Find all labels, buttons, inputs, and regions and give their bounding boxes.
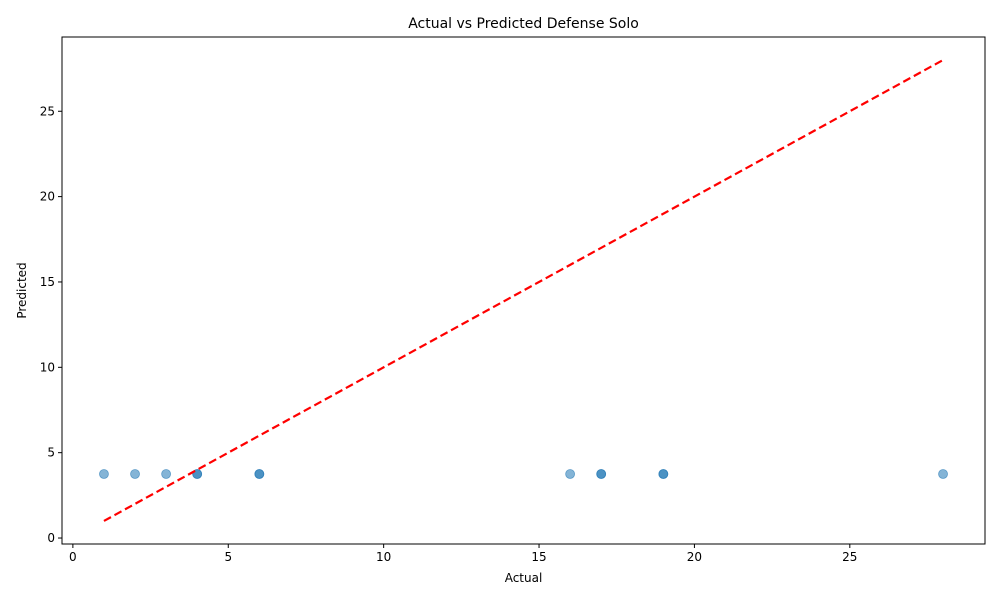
y-tick-label-15: 15: [40, 275, 55, 289]
x-axis-label: Actual: [505, 571, 543, 585]
data-point-12: [658, 469, 669, 479]
x-tick-label-0: 0: [69, 550, 77, 564]
y-tick-label-5: 5: [47, 446, 55, 460]
data-point-7: [254, 469, 265, 479]
y-tick-label-25: 25: [40, 104, 55, 118]
x-tick-label-10: 10: [376, 550, 391, 564]
y-axis-label: Predicted: [15, 262, 29, 318]
data-point-13: [938, 469, 948, 479]
x-tick-label-5: 5: [224, 550, 232, 564]
reference-line: [103, 59, 944, 522]
chart-title: Actual vs Predicted Defense Solo: [408, 16, 639, 32]
data-point-1: [99, 469, 109, 479]
x-tick-label-20: 20: [687, 550, 702, 564]
y-tick-label-10: 10: [40, 360, 55, 374]
plot-frame: [61, 36, 986, 545]
y-tick-label-20: 20: [40, 190, 55, 204]
data-point-8: [565, 469, 576, 479]
data-point-3: [161, 469, 172, 479]
y-tick-label-0: 0: [47, 531, 55, 545]
plot-marks: [99, 59, 948, 522]
x-tick-label-25: 25: [842, 550, 857, 564]
x-axis-ticks: 0 5 10 15 20 25: [69, 544, 857, 564]
data-point-2: [130, 469, 140, 479]
x-tick-label-15: 15: [531, 550, 546, 564]
data-point-10: [596, 469, 607, 479]
y-axis-ticks: 0 5 10 15 20 25: [40, 104, 62, 545]
